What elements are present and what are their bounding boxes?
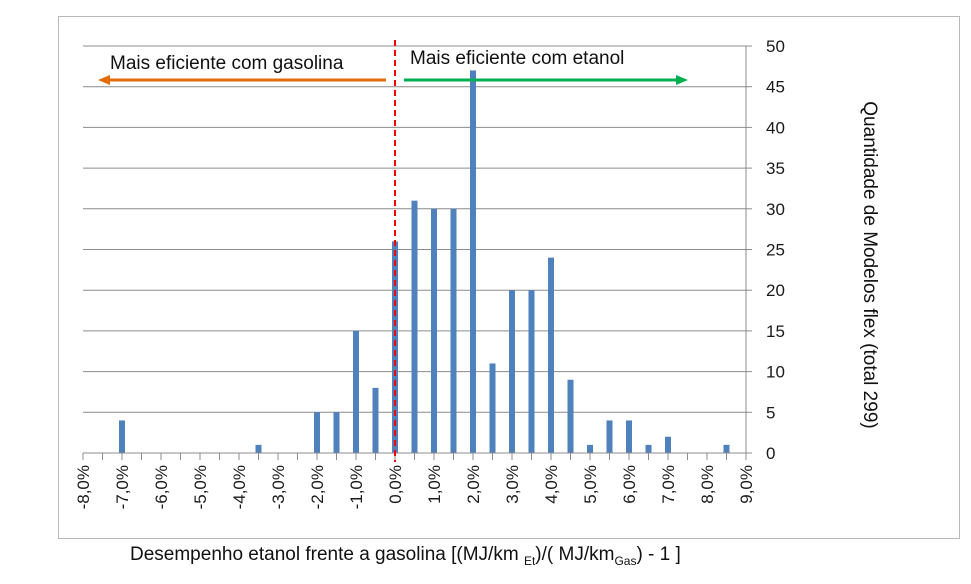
left-arrow-head bbox=[98, 75, 110, 85]
bar bbox=[411, 200, 418, 453]
x-tick-label: 5,0% bbox=[581, 465, 600, 504]
bar bbox=[723, 444, 730, 453]
annotation-ethanol: Mais eficiente com etanol bbox=[410, 48, 624, 69]
bar bbox=[645, 444, 652, 453]
x-tick-label: 8,0% bbox=[698, 465, 717, 504]
bar bbox=[372, 387, 379, 453]
x-tick-label: 3,0% bbox=[503, 465, 522, 504]
x-tick-label: -6,0% bbox=[152, 465, 171, 509]
y-tick-label: 25 bbox=[766, 241, 785, 260]
bar bbox=[626, 420, 632, 453]
bar bbox=[548, 257, 554, 453]
x-tick-label: -5,0% bbox=[191, 465, 210, 509]
x-axis-title-sub-et: Et bbox=[524, 554, 536, 568]
bar bbox=[509, 290, 515, 453]
y-tick-label: 40 bbox=[766, 118, 785, 137]
bar bbox=[392, 241, 398, 453]
bar bbox=[119, 420, 125, 453]
bar bbox=[431, 208, 437, 453]
y-tick-label: 10 bbox=[766, 363, 785, 382]
y-tick-label: 15 bbox=[766, 322, 785, 341]
bar bbox=[587, 444, 593, 453]
x-tick-label: -4,0% bbox=[230, 465, 249, 509]
x-tick-label: -2,0% bbox=[308, 465, 327, 509]
x-tick-label: 9,0% bbox=[737, 465, 756, 504]
y-tick-label: 35 bbox=[766, 159, 785, 178]
annotation-gasoline: Mais eficiente com gasolina bbox=[110, 53, 344, 74]
bar bbox=[489, 363, 496, 453]
bar bbox=[665, 436, 671, 453]
bar bbox=[528, 290, 535, 453]
x-axis-title-middle: )/( MJ/km bbox=[535, 544, 614, 565]
x-axis-title: Desempenho etanol frente a gasolina [(MJ… bbox=[130, 544, 681, 568]
right-arrow-head bbox=[676, 75, 688, 85]
y-tick-label: 5 bbox=[766, 403, 775, 422]
x-tick-label: -1,0% bbox=[347, 465, 366, 509]
bar bbox=[353, 330, 359, 453]
x-tick-label: 6,0% bbox=[620, 465, 639, 504]
x-tick-label: -3,0% bbox=[269, 465, 288, 509]
y-tick-label: 30 bbox=[766, 200, 785, 219]
bar bbox=[606, 420, 613, 453]
y-tick-label: 45 bbox=[766, 78, 785, 97]
axes: 0 5 10 15 20 25 30 35 40 45 50 -8,0% -7,0% -6,0% -5,0%… bbox=[74, 37, 785, 509]
bar bbox=[450, 208, 457, 453]
bars bbox=[119, 70, 730, 454]
bar bbox=[567, 379, 574, 453]
bar bbox=[314, 412, 320, 453]
y-tick-label: 50 bbox=[766, 37, 785, 56]
annotations: Mais eficiente com gasolina Mais eficien… bbox=[98, 40, 688, 462]
x-axis-title-prefix: Desempenho etanol frente a gasolina [(MJ… bbox=[130, 544, 524, 565]
x-tick-label: -7,0% bbox=[113, 465, 132, 509]
x-axis-title-sub-gas: Gas bbox=[614, 554, 636, 568]
x-tick-label: -8,0% bbox=[74, 465, 93, 509]
x-tick-label: 2,0% bbox=[464, 465, 483, 504]
bar bbox=[470, 70, 476, 454]
y-tick-label: 20 bbox=[766, 281, 785, 300]
bar bbox=[255, 444, 262, 453]
x-tick-label: 1,0% bbox=[425, 465, 444, 504]
x-tick-label: 4,0% bbox=[542, 465, 561, 504]
bar bbox=[333, 412, 340, 453]
x-axis-title-suffix: ) - 1 ] bbox=[636, 544, 680, 565]
y-axis-title: Quantidade de Modelos flex (total 299) bbox=[859, 101, 880, 428]
x-tick-label: 7,0% bbox=[659, 465, 678, 504]
y-tick-label: 0 bbox=[766, 444, 775, 463]
x-tick-label: 0,0% bbox=[386, 465, 405, 504]
